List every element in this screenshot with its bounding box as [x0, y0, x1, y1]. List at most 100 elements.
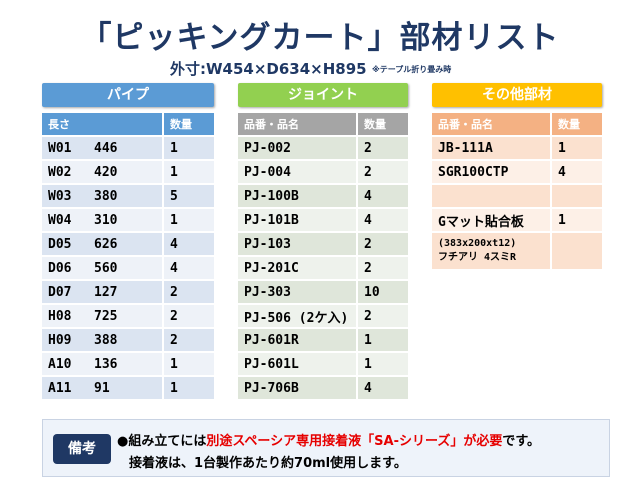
pipe-length: 560	[94, 260, 118, 276]
joint-qty: 4	[357, 376, 408, 401]
table-row: W04 310 1	[42, 208, 214, 233]
pipe-code: D05	[48, 236, 72, 252]
table-row: W03 380 5	[42, 184, 214, 209]
pipe-length: 136	[94, 356, 118, 372]
table-row: PJ-100B 4	[238, 184, 408, 209]
table-row: PJ-101B 4	[238, 208, 408, 233]
table-row: H09 388 2	[42, 328, 214, 353]
other-parts-table: 品番・品名 数量 JB-111A 1 SGR100CTP 4 Gマット貼合板 1 (383x…	[432, 113, 602, 271]
remarks-line-1: ●組み立てには別途スペーシア専用接着液「SA-シリーズ」が必要です。	[117, 430, 540, 449]
remarks-box: 備考 ●組み立てには別途スペーシア専用接着液「SA-シリーズ」が必要です。 接着…	[42, 419, 610, 477]
joint-section: ジョイント 品番・品名 数量 PJ-002 2 PJ-004 2 PJ-100B 4 PJ-…	[238, 83, 408, 401]
pipe-length: 420	[94, 164, 118, 180]
pipe-qty: 1	[163, 352, 214, 377]
pipe-qty: 1	[163, 160, 214, 185]
pipe-spec-cell: W03 380	[42, 184, 164, 209]
pipe-qty: 4	[163, 232, 214, 257]
table-row: W02 420 1	[42, 160, 214, 185]
table-row: PJ-706B 4	[238, 376, 408, 401]
joint-rows: PJ-002 2 PJ-004 2 PJ-100B 4 PJ-101B 4 PJ-103 2 PJ-…	[238, 136, 408, 401]
joint-part-number: PJ-601L	[238, 352, 358, 377]
remarks-line-2: 接着液は、1台製作あたり約70ml使用します。	[129, 456, 407, 471]
board-size: (383x200xt12)	[438, 238, 517, 249]
pipe-code: W03	[48, 188, 72, 204]
pipe-table: 長さ 数量 W01 446 1 W02 420 1 W03 380 5 W04 310 1 D05 626…	[42, 113, 214, 401]
joint-qty: 1	[357, 352, 408, 377]
pipe-code: W02	[48, 164, 72, 180]
column-header-qty: 数量	[357, 113, 408, 137]
pipe-section: パイプ 長さ 数量 W01 446 1 W02 420 1 W03 380 5 W04 310 1 D0…	[42, 83, 214, 401]
joint-qty: 2	[357, 256, 408, 281]
column-header-qty: 数量	[163, 113, 214, 137]
pipe-length: 127	[94, 284, 118, 300]
column-header-length: 長さ	[42, 113, 164, 137]
pipe-length: 388	[94, 332, 118, 348]
column-header-part: 品番・品名	[238, 113, 358, 137]
joint-qty: 2	[357, 232, 408, 257]
remarks-badge: 備考	[53, 434, 111, 464]
table-row: Gマット貼合板 1	[432, 208, 602, 233]
table-row	[432, 184, 602, 209]
pipe-code: D06	[48, 260, 72, 276]
table-row: D06 560 4	[42, 256, 214, 281]
table-row: (383x200xt12) フチアリ 4スミR	[432, 232, 602, 271]
pipe-code: A10	[48, 356, 72, 372]
pipe-code: W04	[48, 212, 72, 228]
table-row: PJ-002 2	[238, 136, 408, 161]
table-row: D05 626 4	[42, 232, 214, 257]
joint-qty: 4	[357, 208, 408, 233]
other-part-name: Gマット貼合板	[432, 208, 552, 233]
pipe-qty: 5	[163, 184, 214, 209]
table-row: PJ-601L 1	[238, 352, 408, 377]
pipe-length: 446	[94, 140, 118, 156]
table-row: PJ-103 2	[238, 232, 408, 257]
table-row: PJ-201C 2	[238, 256, 408, 281]
joint-part-number: PJ-004	[238, 160, 358, 185]
other-part-qty: 1	[551, 208, 602, 233]
table-row: A10 136 1	[42, 352, 214, 377]
pipe-spec-cell: W04 310	[42, 208, 164, 233]
pipe-code: W01	[48, 140, 72, 156]
joint-part-number: PJ-100B	[238, 184, 358, 209]
other-parts-section: その他部材 品番・品名 数量 JB-111A 1 SGR100CTP 4 Gマット貼合板…	[432, 83, 602, 271]
pipe-length: 626	[94, 236, 118, 252]
pipe-length: 310	[94, 212, 118, 228]
other-part-detail-qty	[551, 232, 602, 271]
remarks-line-1-end: です。	[502, 434, 541, 449]
pipe-spec-cell: A10 136	[42, 352, 164, 377]
pipe-qty: 1	[163, 136, 214, 161]
table-row: PJ-601R 1	[238, 328, 408, 353]
pipe-spec-cell: W01 446	[42, 136, 164, 161]
joint-qty: 2	[357, 304, 408, 329]
pipe-length: 91	[94, 380, 110, 396]
pipe-spec-cell: D06 560	[42, 256, 164, 281]
other-part-qty: 1	[551, 136, 602, 161]
column-header-qty: 数量	[551, 113, 602, 137]
pipe-qty: 2	[163, 328, 214, 353]
joint-qty: 10	[357, 280, 408, 305]
other-part-qty: 4	[551, 160, 602, 185]
dimensions-note: ※テープル折り畳み時	[372, 65, 452, 74]
joint-part-number: PJ-201C	[238, 256, 358, 281]
pipe-qty: 1	[163, 208, 214, 233]
pipe-qty: 2	[163, 304, 214, 329]
pipe-length: 725	[94, 308, 118, 324]
joint-part-number: PJ-101B	[238, 208, 358, 233]
joint-part-number: PJ-506 (2ケ入)	[238, 304, 358, 329]
pipe-spec-cell: D05 626	[42, 232, 164, 257]
joint-table: 品番・品名 数量 PJ-002 2 PJ-004 2 PJ-100B 4 PJ-101B 4 P…	[238, 113, 408, 401]
pipe-qty: 4	[163, 256, 214, 281]
pipe-qty: 2	[163, 280, 214, 305]
pipe-code: H09	[48, 332, 72, 348]
other-part-detail: (383x200xt12) フチアリ 4スミR	[432, 232, 552, 271]
pipe-spec-cell: W02 420	[42, 160, 164, 185]
page-title: 「ピッキングカート」部材リスト	[80, 20, 560, 56]
pipe-code: H08	[48, 308, 72, 324]
pipe-spec-cell: D07 127	[42, 280, 164, 305]
remarks-adhesive-warning: 別途スペーシア専用接着液「SA-シリーズ」が必要	[206, 434, 503, 449]
joint-qty: 4	[357, 184, 408, 209]
other-part-name: SGR100CTP	[432, 160, 552, 185]
table-row: D07 127 2	[42, 280, 214, 305]
joint-qty: 2	[357, 136, 408, 161]
joint-part-number: PJ-002	[238, 136, 358, 161]
